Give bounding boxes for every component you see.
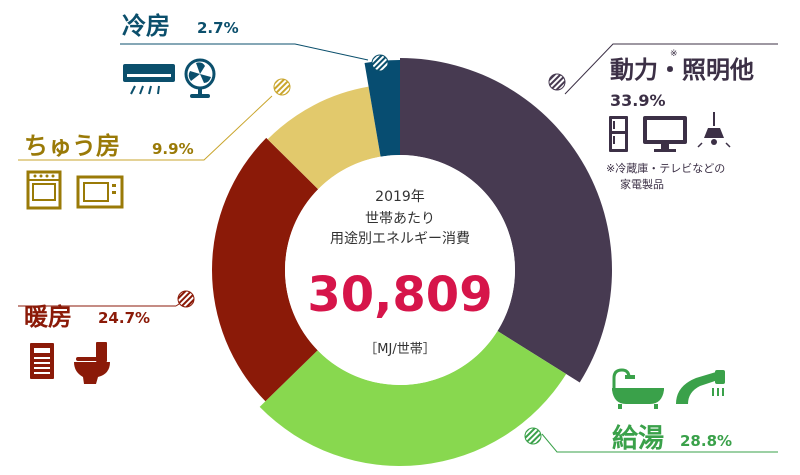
center-value: 30,809 [307,267,492,323]
note-line-2: 家電製品 [620,177,664,191]
label-power-lighting: 動力・照明他 [610,56,754,84]
leader-red [18,290,195,308]
value-heating: 24.7% [98,309,150,327]
label-power-footnote-mark: ※ [670,49,678,59]
center-year: 2019年 [375,189,425,205]
bathtub-icon [612,368,664,409]
leader-green [524,427,778,453]
heater-icon [30,343,54,379]
label-kitchen: ちゅう房 [24,132,120,160]
value-power-lighting: 33.9% [610,91,666,110]
slice-power-lighting [400,58,613,383]
value-cooling: 2.7% [197,19,239,37]
value-hot-water: 28.8% [680,432,732,450]
donut-slices [212,58,613,466]
center-line1: 世帯あたり [365,211,435,227]
leader-blue [120,43,389,72]
fridge-icon [609,116,628,152]
center-disc [285,155,515,385]
label-heating: 暖房 [24,303,72,331]
value-kitchen: 9.9% [152,140,194,158]
leader-dark [548,43,778,95]
leader-gold [18,78,291,161]
center-line2: 用途別エネルギー消費 [330,230,470,247]
label-hot-water: 給湯 [612,423,664,454]
tv-icon [643,116,687,152]
slice-cooling [364,60,400,157]
microwave-icon [76,175,124,209]
electric-fan-icon [184,58,216,98]
label-cooling: 冷房 [122,12,170,40]
label-power-lighting-name: 動力・照明他 [610,56,754,84]
center-unit: ［MJ/世帯］ [364,342,435,357]
faucet-shower-icon [676,370,725,404]
stove-oven-icon [26,170,62,210]
ceiling-lamp-icon [697,112,731,148]
air-conditioner-icon [123,64,175,95]
slice-hot-water [259,331,567,466]
slice-heating [212,137,319,402]
slice-kitchen [267,86,381,190]
toilet-icon [74,342,110,384]
note-line-1: ※冷蔵庫・テレビなどの [606,161,725,175]
